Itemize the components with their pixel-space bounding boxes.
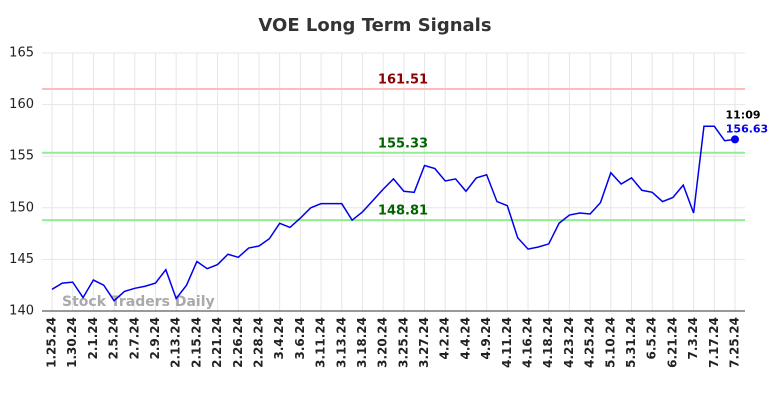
x-tick-label: 2.15.24 (189, 317, 203, 368)
x-tick-label: 7.3.24 (686, 317, 700, 360)
x-tick-label: 3.20.24 (376, 317, 390, 368)
x-tick-label: 4.9.24 (479, 317, 493, 360)
price-line (51, 125, 736, 302)
y-tick-label: 145 (9, 252, 34, 267)
x-tick-label: 7.25.24 (728, 317, 742, 368)
x-tick-label: 2.13.24 (169, 317, 183, 368)
x-tick-label: 2.7.24 (127, 317, 141, 360)
y-tick-label: 165 (9, 46, 34, 61)
y-tick-label: 155 (9, 149, 34, 164)
chart-title: VOE Long Term Signals (258, 15, 491, 36)
x-tick-label: 3.6.24 (293, 317, 307, 360)
x-tick-label: 5.10.24 (603, 317, 617, 368)
x-tick-label: 1.25.24 (45, 317, 59, 368)
x-tick-label: 4.2.24 (438, 317, 452, 360)
signal-label: 148.81 (378, 204, 428, 219)
x-tick-label: 4.25.24 (583, 317, 597, 368)
last-value: 156.63 (726, 122, 768, 135)
x-tick-label: 4.16.24 (521, 317, 535, 368)
x-tick-label: 4.11.24 (500, 317, 514, 368)
x-tick-label: 2.28.24 (251, 317, 265, 368)
signal-label: 155.33 (378, 136, 428, 151)
x-tick-label: 2.9.24 (148, 317, 162, 360)
x-tick-label: 3.25.24 (396, 317, 410, 368)
x-tick-label: 5.31.24 (624, 317, 638, 368)
x-tick-label: 3.13.24 (334, 317, 348, 368)
x-tick-label: 4.4.24 (458, 317, 472, 360)
x-tick-label: 4.18.24 (541, 317, 555, 368)
x-tick-label: 2.5.24 (107, 317, 121, 360)
x-tick-label: 4.23.24 (562, 317, 576, 368)
x-tick-label: 7.17.24 (707, 317, 721, 368)
signal-label: 161.51 (378, 73, 428, 88)
x-tick-label: 3.18.24 (355, 317, 369, 368)
x-tick-label: 6.21.24 (665, 317, 679, 368)
watermark: Stock Traders Daily (62, 294, 215, 310)
y-tick-label: 140 (9, 304, 34, 319)
x-tick-label: 2.21.24 (210, 317, 224, 368)
last-time: 11:09 (725, 108, 760, 121)
y-tick-label: 160 (9, 97, 34, 112)
x-tick-label: 2.26.24 (231, 317, 245, 368)
x-tick-label: 3.4.24 (272, 317, 286, 360)
x-tick-label: 2.1.24 (86, 317, 100, 360)
last-point (731, 135, 739, 144)
x-tick-label: 1.30.24 (65, 317, 79, 368)
x-tick-label: 6.5.24 (645, 317, 659, 360)
x-tick-label: 3.11.24 (314, 317, 328, 368)
y-tick-label: 150 (9, 200, 34, 215)
x-tick-label: 3.27.24 (417, 317, 431, 368)
